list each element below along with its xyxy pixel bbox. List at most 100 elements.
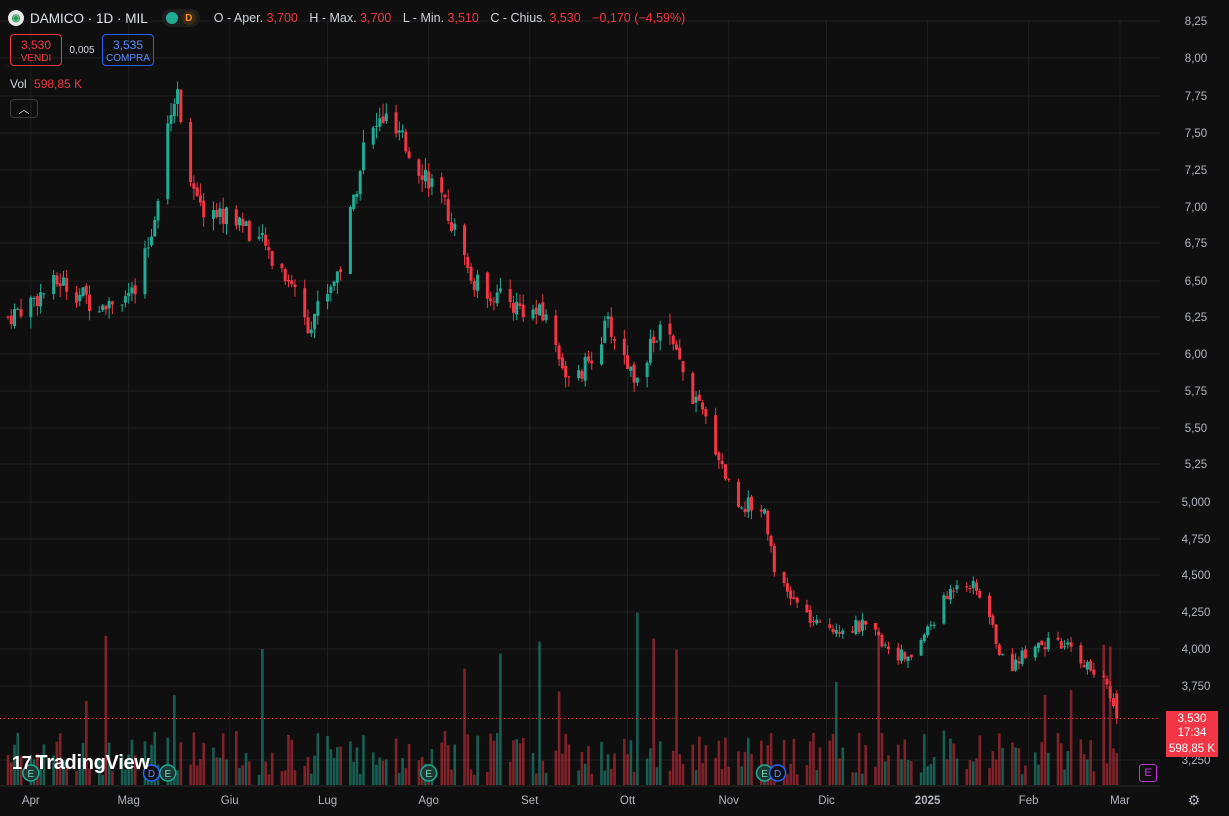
candle-body (339, 269, 343, 273)
volume-bar (133, 755, 137, 785)
y-tick-label: 5,75 (1185, 386, 1207, 398)
volume-bar (332, 757, 336, 785)
volume-bar (179, 742, 183, 785)
candle-body (968, 587, 972, 589)
open-label: O - Aper. (213, 11, 264, 25)
volume-bar (1033, 752, 1037, 785)
volume-bar (988, 768, 991, 785)
candle-body (234, 209, 238, 226)
candle-body (511, 302, 515, 313)
candle-body (283, 268, 287, 282)
volume-bar (244, 753, 248, 785)
candle-body (19, 309, 23, 317)
volume-bar (923, 734, 926, 785)
candle-body (652, 336, 656, 344)
volume-bar (283, 770, 287, 785)
candle-body (463, 225, 467, 256)
candle-body (955, 585, 959, 590)
candle-body (906, 656, 910, 662)
symbol-title[interactable]: DAMICO · 1D · MIL (30, 10, 148, 26)
candle-body (97, 311, 101, 313)
volume-bar (371, 752, 375, 785)
market-status-pill[interactable]: D (161, 9, 200, 27)
candle-body (195, 187, 199, 196)
tradingview-logo[interactable]: 17 TradingView (12, 752, 150, 775)
candle-body (130, 287, 134, 294)
candle-body (811, 620, 815, 623)
upcoming-earnings-badge[interactable]: E (1139, 764, 1157, 782)
candle-body (632, 364, 636, 383)
volume-bar (678, 754, 682, 785)
volume-bar (446, 745, 450, 785)
volume-bar (349, 741, 352, 785)
volume-bar (221, 733, 225, 785)
volume-bar (280, 771, 284, 785)
volume-bar (124, 769, 127, 785)
candle-body (1040, 640, 1044, 646)
candle-body (1020, 650, 1024, 664)
volume-bar (107, 742, 111, 785)
volume-bar (534, 773, 538, 785)
volume-bar (450, 769, 453, 785)
symbol-logo-icon[interactable]: ◉ (8, 10, 24, 26)
volume-bar (786, 774, 789, 785)
volume-bar (241, 765, 245, 785)
bar-countdown: 17:34 (1177, 727, 1207, 739)
volume-bar (401, 757, 404, 785)
candle-body (371, 127, 375, 145)
volume-bar (215, 757, 219, 785)
candle-body (472, 281, 476, 291)
trade-panel: 3,530 VENDI 0,005 3,535 COMPRA (10, 34, 154, 66)
candle-body (626, 355, 630, 369)
volume-bar (590, 773, 594, 785)
volume-bar (658, 741, 662, 785)
volume-bar (812, 732, 815, 785)
candle-body (1115, 693, 1119, 719)
candle-body (169, 115, 173, 124)
tradingview-mark-icon: 17 (12, 753, 32, 773)
volume-bar (1066, 751, 1070, 785)
candle-body (420, 175, 424, 180)
volume-bar (476, 735, 479, 785)
candle-body (306, 317, 310, 334)
candle-body (309, 329, 313, 334)
candle-body (440, 177, 444, 193)
candle-body (104, 305, 108, 310)
candle-body (635, 377, 639, 383)
candle-body (332, 281, 336, 286)
volume-bar (55, 741, 59, 785)
sell-button[interactable]: 3,530 VENDI (10, 34, 62, 66)
candle-body (873, 623, 877, 630)
volume-bar (606, 754, 610, 785)
market-open-dot-icon (165, 12, 178, 24)
gear-icon[interactable]: ⚙ (1187, 792, 1201, 808)
candle-body (1108, 686, 1112, 699)
candle-body (926, 626, 930, 636)
candle-body (736, 481, 740, 507)
volume-bar (290, 739, 294, 785)
candle-body (78, 294, 82, 302)
volume-bar (831, 733, 835, 785)
candle-body (495, 292, 499, 304)
candle-body (179, 89, 183, 122)
volume-bar (896, 744, 900, 785)
candle-body (55, 275, 59, 285)
candle-body (772, 546, 776, 573)
volume-bar (238, 767, 241, 785)
candle-body (1102, 675, 1106, 677)
candle-body (476, 274, 480, 291)
volume-bar (153, 731, 157, 785)
earnings-badge-label: E (164, 769, 171, 780)
volume-bar (218, 757, 222, 785)
volume-bar (887, 755, 890, 785)
buy-button[interactable]: 3,535 COMPRA (102, 34, 154, 66)
candle-body (394, 112, 398, 134)
collapse-legend-button[interactable]: ︿ (10, 99, 38, 118)
candle-body (39, 292, 43, 307)
candle-body (851, 631, 855, 633)
volume-bar (544, 772, 548, 785)
volume-bar (975, 758, 978, 785)
candle-body (352, 194, 356, 210)
